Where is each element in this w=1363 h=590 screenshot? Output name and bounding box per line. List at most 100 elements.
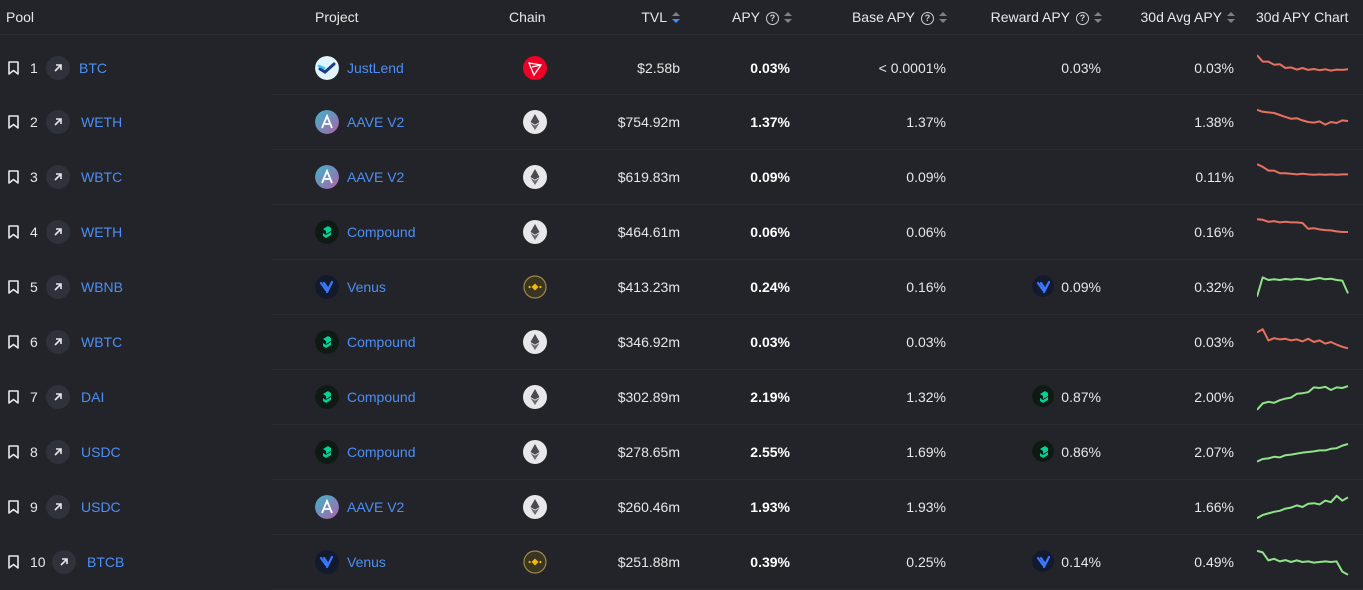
bookmark-icon[interactable] xyxy=(8,280,19,294)
external-link-icon[interactable] xyxy=(46,110,70,134)
external-link-icon[interactable] xyxy=(46,56,70,80)
avg30-value: 0.32% xyxy=(1194,279,1234,295)
apy-sparkline xyxy=(1257,108,1349,126)
col-tvl[interactable]: TVL xyxy=(610,0,680,34)
col-avg30[interactable]: 30d Avg APY xyxy=(1110,0,1235,34)
venus-logo xyxy=(315,275,339,299)
table-row[interactable]: 2 WETH AAVE V2 $754.92m 1.37% 1.37% 1.38… xyxy=(0,95,1363,150)
table-row[interactable]: 5 WBNB Venus $413.23m 0.24% 0.16% 0.09% … xyxy=(0,260,1363,315)
pool-symbol-link[interactable]: USDC xyxy=(81,499,121,515)
base-apy-value: < 0.0001% xyxy=(878,60,946,76)
reward-venus-logo xyxy=(1032,550,1054,572)
external-link-icon[interactable] xyxy=(46,330,70,354)
table-row[interactable]: 4 WETH Compound $464.61m 0.06% 0.06% 0.1… xyxy=(0,205,1363,260)
avg30-value: 1.38% xyxy=(1194,114,1234,130)
help-icon[interactable]: ? xyxy=(1076,12,1089,25)
ethereum-chain-icon xyxy=(523,165,547,189)
reward-apy-value: 0.03% xyxy=(1061,60,1101,76)
project-link[interactable]: JustLend xyxy=(315,56,465,80)
col-base-apy-label: Base APY xyxy=(851,9,915,25)
ethereum-chain-icon xyxy=(523,110,547,134)
row-index: 1 xyxy=(30,60,38,76)
bookmark-icon[interactable] xyxy=(8,170,19,184)
external-link-icon[interactable] xyxy=(46,495,70,519)
table-row[interactable]: 6 WBTC Compound $346.92m 0.03% 0.03% 0.0… xyxy=(0,315,1363,370)
tron-chain-icon xyxy=(523,56,547,80)
bookmark-icon[interactable] xyxy=(8,445,19,459)
project-link[interactable]: Venus xyxy=(315,550,465,574)
bookmark-icon[interactable] xyxy=(8,390,19,404)
sparkline-path xyxy=(1257,54,1349,72)
bnb-chain-icon xyxy=(523,275,547,299)
col-reward-apy[interactable]: Reward APY? xyxy=(960,0,1102,34)
pool-symbol-link[interactable]: WBTC xyxy=(81,169,123,185)
project-link[interactable]: Venus xyxy=(315,275,465,299)
compound-logo xyxy=(315,440,339,464)
bookmark-icon[interactable] xyxy=(8,555,19,569)
project-name: Venus xyxy=(347,279,386,295)
help-icon[interactable]: ? xyxy=(766,12,779,25)
ethereum-chain-icon xyxy=(523,220,547,244)
reward-apy-value: 0.09% xyxy=(1061,279,1101,295)
table-row[interactable]: 8 USDC Compound $278.65m 2.55% 1.69% 0.8… xyxy=(0,425,1363,480)
col-base-apy[interactable]: Base APY? xyxy=(820,0,947,34)
bookmark-icon[interactable] xyxy=(8,115,19,129)
apy-sparkline xyxy=(1257,163,1348,176)
external-link-icon[interactable] xyxy=(46,275,70,299)
project-link[interactable]: AAVE V2 xyxy=(315,165,465,189)
project-name: AAVE V2 xyxy=(347,499,405,515)
project-link[interactable]: AAVE V2 xyxy=(315,495,465,519)
apy-value: 0.24% xyxy=(750,279,790,295)
sparkline-path xyxy=(1257,108,1349,126)
project-link[interactable]: Compound xyxy=(315,330,465,354)
external-link-icon[interactable] xyxy=(46,220,70,244)
bnb-chain-icon xyxy=(523,550,547,574)
help-icon[interactable]: ? xyxy=(921,12,934,25)
apy-sparkline xyxy=(1257,549,1349,576)
tvl-value: $278.65m xyxy=(617,444,680,460)
pool-symbol-link[interactable]: WETH xyxy=(81,224,123,240)
pool-symbol-link[interactable]: BTC xyxy=(79,60,107,76)
bookmark-icon[interactable] xyxy=(8,61,19,75)
compound-logo xyxy=(315,385,339,409)
base-apy-value: 1.69% xyxy=(906,444,946,460)
table-body: 1 BTC JustLend $2.58b 0.03% < 0.0001% 0.… xyxy=(0,35,1363,590)
apy-value: 2.19% xyxy=(750,389,790,405)
external-link-icon[interactable] xyxy=(46,385,70,409)
project-link[interactable]: Compound xyxy=(315,385,465,409)
col-chain[interactable]: Chain xyxy=(509,9,546,25)
bookmark-icon[interactable] xyxy=(8,225,19,239)
apy-sparkline xyxy=(1257,494,1349,520)
external-link-icon[interactable] xyxy=(46,440,70,464)
project-link[interactable]: AAVE V2 xyxy=(315,110,465,134)
pool-symbol-link[interactable]: DAI xyxy=(81,389,105,405)
project-link[interactable]: Compound xyxy=(315,440,465,464)
col-project[interactable]: Project xyxy=(315,9,359,25)
table-row[interactable]: 3 WBTC AAVE V2 $619.83m 0.09% 0.09% 0.11… xyxy=(0,150,1363,205)
base-apy-value: 0.09% xyxy=(906,169,946,185)
bookmark-icon[interactable] xyxy=(8,335,19,349)
external-link-icon[interactable] xyxy=(46,165,70,189)
row-index: 8 xyxy=(30,444,38,460)
sort-desc-icon xyxy=(672,12,680,24)
pool-symbol-link[interactable]: WBTC xyxy=(81,334,123,350)
sparkline-path xyxy=(1257,276,1349,297)
pool-symbol-link[interactable]: WBNB xyxy=(81,279,123,295)
pool-symbol-link[interactable]: BTCB xyxy=(87,554,125,570)
table-row[interactable]: 9 USDC AAVE V2 $260.46m 1.93% 1.93% 1.66… xyxy=(0,480,1363,535)
ethereum-chain-icon xyxy=(523,330,547,354)
bookmark-icon[interactable] xyxy=(8,500,19,514)
external-link-icon[interactable] xyxy=(52,550,76,574)
table-row[interactable]: 7 DAI Compound $302.89m 2.19% 1.32% 0.87… xyxy=(0,370,1363,425)
pool-symbol-link[interactable]: WETH xyxy=(81,114,123,130)
col-pool[interactable]: Pool xyxy=(6,9,35,25)
base-apy-value: 1.32% xyxy=(906,389,946,405)
tvl-value: $619.83m xyxy=(617,169,680,185)
apy-sparkline xyxy=(1257,276,1349,297)
project-link[interactable]: Compound xyxy=(315,220,465,244)
pool-symbol-link[interactable]: USDC xyxy=(81,444,121,460)
venus-logo xyxy=(315,550,339,574)
apy-value: 1.37% xyxy=(750,114,790,130)
col-apy[interactable]: APY? xyxy=(700,0,792,34)
table-row[interactable]: 1 BTC JustLend $2.58b 0.03% < 0.0001% 0.… xyxy=(0,35,1363,95)
